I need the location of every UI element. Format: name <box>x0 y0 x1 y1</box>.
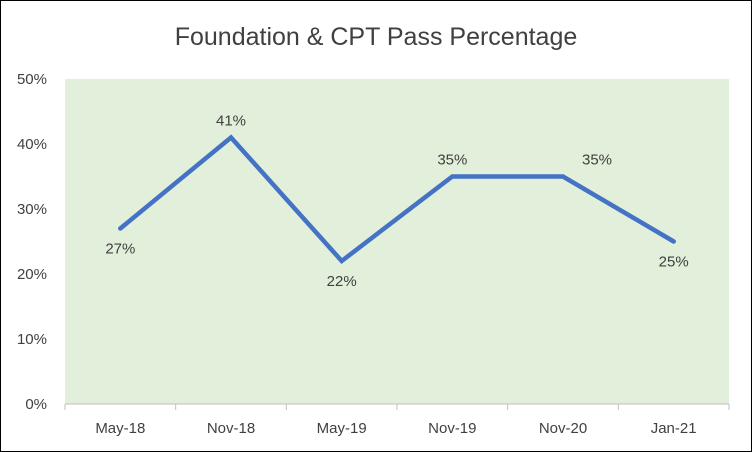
y-tick-label: 20% <box>17 266 47 283</box>
y-tick-label: 30% <box>17 201 47 218</box>
data-point <box>671 239 676 244</box>
data-point <box>118 226 123 231</box>
data-label: 35% <box>437 152 467 169</box>
series-line <box>118 134 676 265</box>
chart-title: Foundation & CPT Pass Percentage <box>174 23 578 51</box>
data-point <box>450 174 455 179</box>
x-tick-label: May-19 <box>317 420 367 437</box>
data-point <box>561 174 565 179</box>
data-point <box>339 259 344 263</box>
data-label: 41% <box>216 113 246 130</box>
x-tick-label: Nov-19 <box>428 420 476 437</box>
y-tick-label: 10% <box>17 331 47 348</box>
data-point <box>229 135 233 140</box>
y-tick-label: 0% <box>25 396 47 413</box>
x-tick-label: Nov-18 <box>207 420 255 437</box>
data-label: 25% <box>659 254 689 271</box>
x-tick-label: Nov-20 <box>539 420 587 437</box>
x-tick-label: Jan-21 <box>651 420 697 437</box>
data-label: 22% <box>327 273 357 290</box>
data-label: 27% <box>105 241 135 258</box>
data-label: 35% <box>582 152 612 169</box>
x-tick-label: May-18 <box>95 420 145 437</box>
y-tick-label: 40% <box>17 136 47 153</box>
y-tick-label: 50% <box>17 71 47 88</box>
plot-area <box>65 79 729 404</box>
